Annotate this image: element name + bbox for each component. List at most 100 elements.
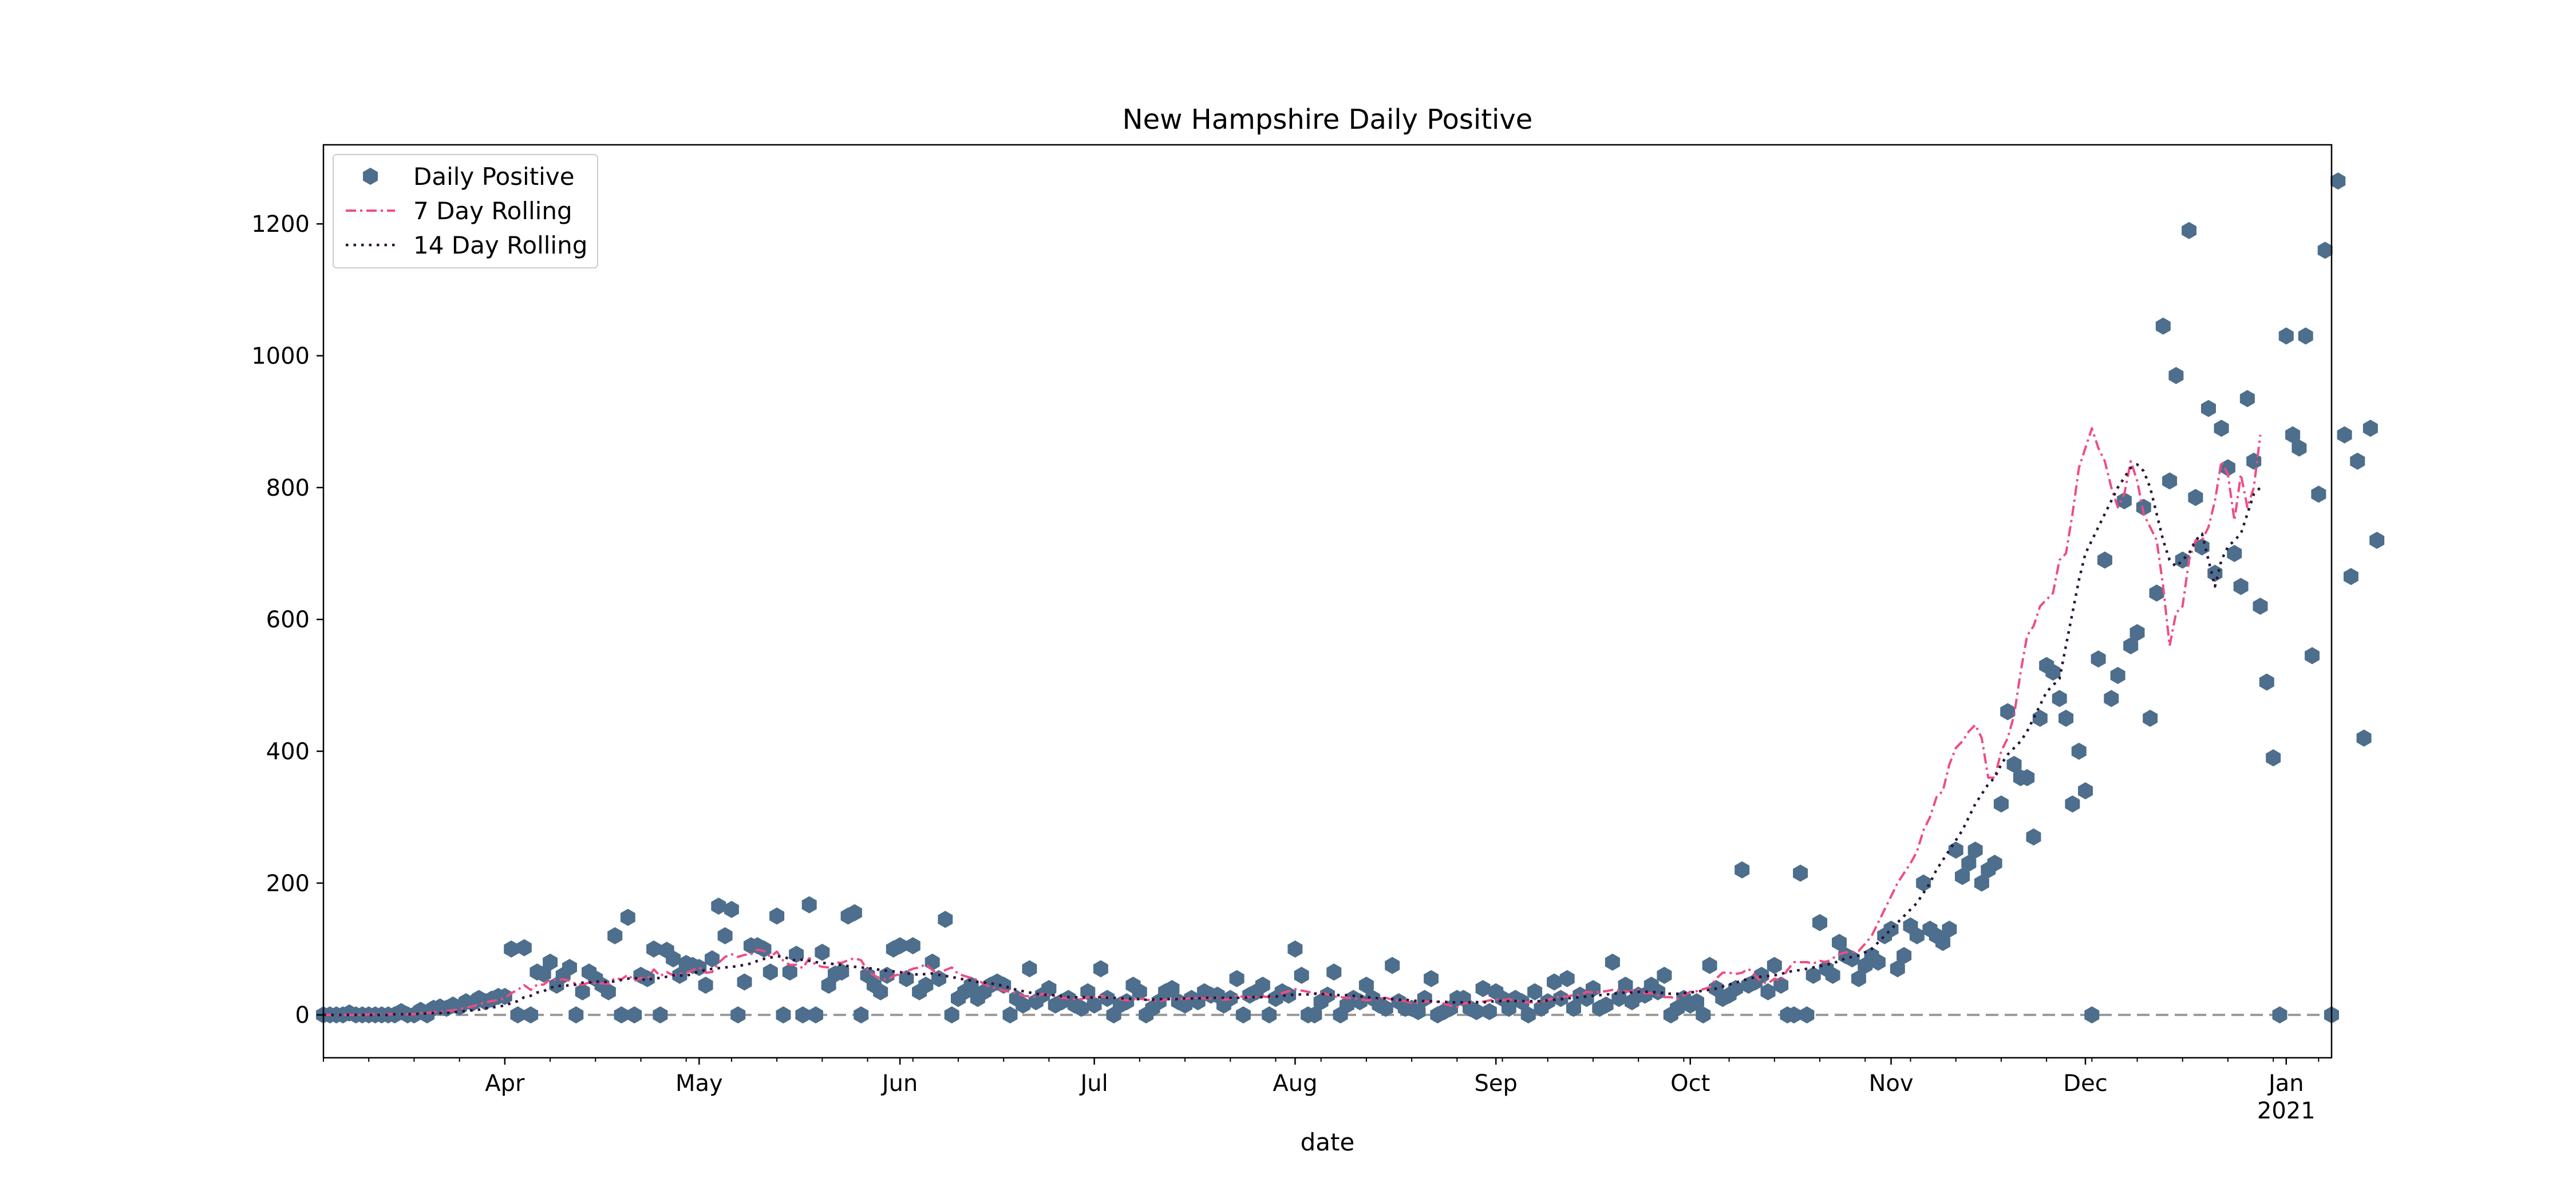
data-point [1987, 855, 2002, 872]
data-point [600, 983, 616, 1001]
x-tick-label: Aug [1273, 1070, 1317, 1097]
plot-frame [322, 144, 2333, 1059]
data-point [815, 943, 830, 961]
data-point [614, 1006, 629, 1024]
data-point [2110, 667, 2125, 685]
data-point [2078, 782, 2093, 800]
legend-label: 7 Day Rolling [413, 197, 572, 225]
data-point [834, 963, 850, 981]
data-point [1760, 983, 1776, 1001]
data-point [1229, 970, 1244, 987]
data-point [931, 970, 946, 987]
data-point [2155, 317, 2171, 335]
data-point [1385, 956, 1400, 974]
x-tick-label: Oct [1670, 1070, 1710, 1097]
x-axis-label: date [1301, 1128, 1355, 1156]
data-point [2006, 756, 2022, 773]
series-daily-positive [316, 172, 2385, 1024]
data-point [2201, 400, 2216, 417]
data-point [1825, 967, 1840, 984]
data-point [1605, 954, 1620, 971]
data-point [646, 940, 662, 958]
data-point [575, 983, 590, 1001]
x-tick-label: Apr [485, 1070, 525, 1097]
data-point [2337, 426, 2352, 444]
data-point [1041, 980, 1057, 998]
data-point [2227, 545, 2242, 562]
data-point [737, 973, 752, 991]
data-point [1547, 973, 1562, 991]
legend-label: 14 Day Rolling [413, 231, 587, 259]
data-point [1689, 993, 1704, 1011]
y-tick-label: 800 [266, 475, 310, 501]
data-point [1773, 976, 1789, 994]
data-point [795, 1006, 811, 1024]
data-point [536, 965, 551, 983]
data-point [2214, 420, 2229, 437]
data-point [2344, 568, 2358, 586]
data-point [2026, 828, 2041, 846]
data-point [724, 900, 739, 918]
data-point [879, 967, 895, 984]
data-point [918, 976, 934, 994]
y-tick-label: 1200 [251, 211, 310, 238]
data-point [944, 1006, 959, 1024]
data-point [2305, 647, 2320, 665]
data-point [2362, 420, 2378, 437]
data-point [2136, 499, 2151, 516]
data-point [1844, 950, 1860, 968]
data-point [1481, 1003, 1497, 1021]
data-point [801, 896, 817, 914]
x-tick-label: May [675, 1070, 723, 1097]
data-point [711, 897, 726, 915]
data-point [2091, 650, 2106, 668]
data-point [1566, 999, 1581, 1017]
data-point [497, 987, 512, 1005]
data-point [892, 937, 908, 955]
data-point [2266, 749, 2281, 766]
data-point [1352, 993, 1368, 1011]
x-tick-label: Jul [1078, 1070, 1108, 1097]
data-point [1799, 1006, 1815, 1024]
data-point [1411, 1003, 1426, 1021]
data-point [854, 1006, 869, 1024]
data-point [1832, 934, 1847, 951]
y-tick-label: 600 [266, 607, 310, 633]
data-point [1520, 1006, 1536, 1024]
data-point [666, 950, 681, 968]
legend: Daily Positive 7 Day Rolling 14 Day Roll… [333, 154, 598, 268]
data-point [1793, 864, 1808, 882]
data-point [2059, 709, 2073, 727]
data-point [2253, 598, 2268, 615]
data-point [1307, 1006, 1322, 1024]
y-tick-label: 1000 [251, 343, 310, 370]
data-point [698, 976, 713, 994]
data-point [568, 1006, 584, 1024]
data-point [776, 1006, 791, 1024]
data-point [2065, 795, 2080, 813]
data-point [2052, 690, 2067, 707]
data-point [963, 976, 979, 994]
y-tick-label: 400 [266, 738, 310, 765]
data-point [2182, 222, 2196, 239]
data-point [1909, 927, 1925, 944]
data-point [2020, 769, 2035, 786]
data-point [938, 911, 953, 928]
data-point [1074, 999, 1089, 1017]
data-point [1870, 954, 1886, 971]
data-point [2233, 578, 2249, 595]
data-point [1967, 841, 1983, 859]
data-point [1993, 795, 2009, 813]
data-point [1728, 980, 1743, 998]
data-point [2104, 690, 2119, 707]
data-point [762, 963, 778, 981]
data-point [1916, 874, 1931, 892]
y-tick-label: 0 [295, 1002, 310, 1029]
data-point [1164, 980, 1180, 998]
data-point [672, 967, 688, 984]
data-point [516, 939, 532, 956]
legend-marker-hexagon-icon [363, 168, 378, 185]
data-point [1735, 861, 1750, 879]
y-axis: 0 200 400 600 800 1000 1200 [251, 211, 323, 1029]
